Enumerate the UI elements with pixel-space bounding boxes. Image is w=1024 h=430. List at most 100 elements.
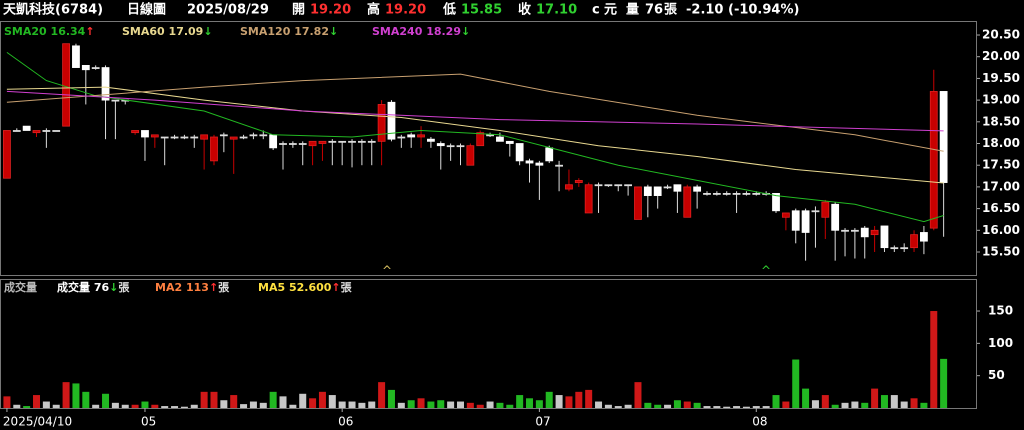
candle-body: [427, 138, 435, 142]
candle-body: [22, 125, 31, 131]
candle-body: [259, 134, 268, 137]
currency: 元: [604, 3, 617, 18]
volume-bar: [772, 395, 780, 408]
y-tick-label: 17.00: [982, 179, 1020, 193]
volume-bar: [880, 395, 888, 408]
change: -2.10 (-10.94%): [686, 3, 799, 18]
candle-body: [850, 229, 859, 232]
volume-bar: [161, 406, 169, 408]
volume-bar: [762, 406, 770, 408]
volume-bar: [673, 400, 681, 408]
volume-bar: [940, 358, 948, 408]
candle-body: [841, 229, 849, 232]
candle-body: [150, 134, 159, 138]
volume-bar: [23, 406, 31, 408]
volume-bar: [338, 401, 346, 408]
volume-bar: [328, 395, 336, 408]
volume-bar: [703, 406, 711, 408]
candle-body: [703, 193, 711, 195]
volume-bar: [821, 395, 829, 408]
candle-body: [397, 136, 406, 139]
candle-body: [131, 130, 140, 134]
volume-bar: [279, 396, 287, 408]
candle-body: [505, 140, 514, 144]
volume-bar: [733, 406, 741, 408]
marker: ^: [382, 264, 392, 278]
volume-bar: [624, 404, 632, 408]
volume-bar: [900, 401, 908, 408]
y-tick-label: 16.50: [982, 201, 1020, 215]
legend-entry: SMA120 17.82↓: [240, 25, 338, 38]
volume-bar: [595, 401, 603, 408]
price-panel: [0, 21, 977, 276]
volume-bar: [348, 401, 356, 408]
volume-bar: [545, 391, 553, 408]
legend-value: 18.29: [426, 25, 461, 38]
ma-line: [6, 90, 944, 132]
volume-bar: [378, 382, 386, 408]
volume-bar: [151, 404, 159, 408]
volume-bar: [82, 391, 90, 408]
volume-bar: [92, 404, 100, 408]
volume-bar: [890, 395, 898, 408]
volume-bar: [861, 402, 869, 408]
legend-name: 成交量: [57, 280, 90, 294]
candle-body: [288, 143, 297, 145]
legend-value: 16.34: [51, 25, 86, 38]
y-tick-label: 19.50: [982, 71, 1020, 85]
candle-body: [338, 140, 347, 143]
volume-bar: [752, 406, 760, 408]
candle-body: [732, 193, 741, 195]
candle-body: [72, 45, 80, 68]
volume-bar: [309, 398, 317, 408]
candle-body: [210, 136, 218, 162]
candle-body: [3, 130, 11, 179]
volume-bar: [831, 404, 839, 408]
legend-unit: 張: [218, 281, 230, 294]
legend-value: 17.82: [294, 25, 329, 38]
volume-bar: [407, 400, 415, 408]
low-label: 低: [442, 2, 456, 18]
volume-value: 76: [645, 3, 663, 18]
volume-bar: [13, 404, 21, 408]
ma-line: [6, 73, 944, 152]
candle-body: [367, 140, 376, 143]
volume-bar: [476, 404, 484, 408]
volume-bar: [614, 406, 622, 408]
candle-body: [831, 203, 840, 231]
candle-body: [752, 193, 761, 195]
candle-body: [683, 186, 692, 218]
legend-entry: SMA240 18.29↓: [372, 25, 470, 38]
volume-bar: [456, 401, 464, 408]
volume-bar: [299, 393, 307, 408]
y-tick-label: 17.50: [982, 158, 1020, 172]
volume-bar: [3, 396, 11, 408]
volume-bar: [230, 395, 238, 408]
volume-label: 量: [626, 3, 639, 18]
legend-unit: 張: [341, 281, 353, 294]
volume-bar: [604, 404, 612, 408]
legend-name: SMA60: [122, 25, 165, 38]
volume-bar: [62, 382, 70, 408]
volume-bar: [52, 404, 60, 408]
candle-body: [200, 134, 209, 140]
date: 2025/08/29: [187, 3, 269, 18]
x-tick-label: 05: [141, 415, 156, 429]
candle-body: [939, 91, 948, 183]
candle-body: [860, 227, 869, 238]
volume-bar: [723, 406, 731, 408]
candle-body: [525, 160, 534, 164]
close-flag: c: [592, 3, 600, 18]
candle-body: [594, 184, 603, 187]
open-label: 開: [292, 3, 305, 18]
x-tick-label: 2025/04/10: [3, 415, 72, 429]
legend-trend: ↓: [461, 25, 470, 38]
volume-bar: [851, 401, 859, 408]
volume-bar: [437, 400, 445, 408]
high-value: 19.20: [385, 3, 426, 18]
candle-body: [900, 247, 909, 250]
y-tick-label: 50: [988, 368, 1005, 382]
candle-body: [42, 130, 51, 132]
candle-body: [712, 193, 721, 195]
